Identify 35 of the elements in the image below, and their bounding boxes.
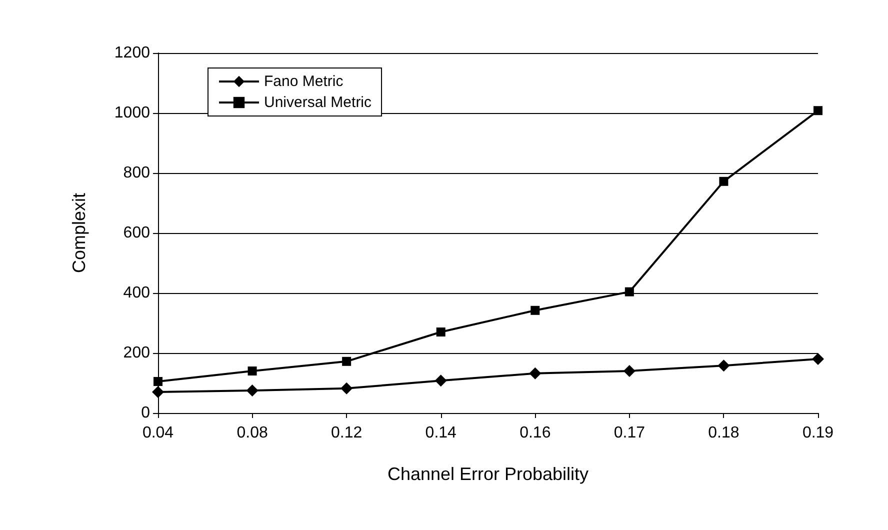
x-tick-label: 0.14 — [425, 424, 457, 442]
y-tick-label: 1200 — [114, 44, 150, 62]
point — [340, 382, 353, 394]
y-tick-label: 800 — [123, 164, 150, 182]
x-tick-label: 0.08 — [236, 424, 268, 442]
point — [530, 306, 540, 315]
legend-label: Universal Metric — [264, 94, 372, 111]
point — [719, 176, 728, 186]
y-tick-label: 200 — [123, 344, 150, 362]
point — [812, 353, 824, 365]
point — [434, 374, 447, 387]
point — [529, 367, 542, 380]
y-tick-label: 1000 — [114, 104, 150, 122]
x-tick-label: 0.19 — [802, 424, 834, 442]
x-tick-label: 0.16 — [520, 424, 551, 442]
y-axis-title: Complexit — [69, 192, 89, 274]
x-tick-label: 0.17 — [614, 424, 646, 442]
x-tick-label: 0.12 — [331, 424, 362, 442]
point — [248, 366, 257, 376]
x-axis-title: Channel Error Probability — [387, 464, 589, 484]
point — [624, 287, 634, 296]
point — [814, 106, 822, 116]
point — [246, 384, 258, 396]
point — [342, 356, 352, 366]
y-tick-label: 600 — [123, 224, 150, 242]
x-tick-label: 0.18 — [708, 424, 740, 442]
y-tick-label: 0 — [141, 404, 150, 422]
point — [623, 365, 636, 377]
point — [718, 360, 730, 372]
y-tick-label: 400 — [123, 284, 150, 302]
x-tick-label: 0.04 — [142, 424, 174, 442]
legend-label: Fano Metric — [264, 73, 344, 90]
point — [152, 386, 164, 398]
point — [154, 377, 162, 386]
point — [436, 328, 446, 336]
